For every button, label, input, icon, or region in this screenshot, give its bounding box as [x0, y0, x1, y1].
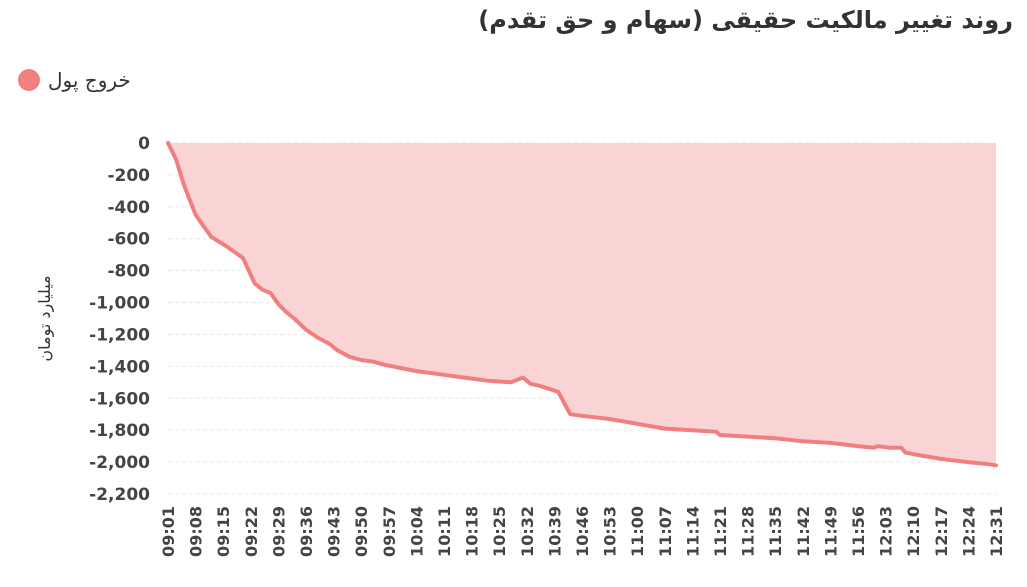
x-tick-label: 10:46 — [573, 506, 592, 557]
x-tick-label: 09:15 — [214, 506, 233, 557]
x-tick-label: 11:42 — [794, 506, 813, 557]
x-tick-label: 10:39 — [545, 506, 564, 557]
y-tick-label: 0 — [138, 134, 150, 154]
x-tick-label: 11:07 — [656, 506, 675, 557]
x-tick-label: 11:49 — [821, 506, 840, 557]
y-tick-label: -1,800 — [89, 421, 150, 441]
y-tick-label: -1,400 — [89, 357, 150, 377]
y-tick-label: -2,000 — [89, 453, 150, 473]
x-tick-label: 11:21 — [711, 506, 730, 557]
legend-marker-icon — [18, 69, 40, 91]
chart-title: روند تغییر مالکیت حقیقی (سهام و حق تقدم) — [478, 6, 1013, 34]
x-tick-label: 10:04 — [407, 506, 426, 557]
x-tick-label: 10:18 — [463, 506, 482, 557]
x-tick-label: 10:11 — [435, 506, 454, 557]
legend-label: خروج پول — [48, 68, 131, 92]
x-tick-label: 11:28 — [739, 506, 758, 557]
y-tick-label: -2,200 — [89, 485, 150, 505]
x-tick-label: 09:08 — [187, 506, 206, 557]
y-tick-label: -1,200 — [89, 325, 150, 345]
y-tick-label: -800 — [107, 262, 150, 282]
x-tick-label: 10:53 — [601, 506, 620, 557]
y-axis-ticks: 0 -200 -400 -600 -800 -1,000 -1,200 -1,400 -1,60… — [89, 134, 150, 505]
x-tick-label: 09:01 — [159, 506, 178, 557]
series-line — [166, 141, 998, 468]
x-tick-label: 09:22 — [242, 506, 261, 557]
y-tick-label: -200 — [107, 166, 150, 186]
y-tick-label: -1,000 — [89, 294, 150, 314]
x-axis-ticks: 09:01 09:08 09:15 09:22 09:29 09:36 09:43 09:50… — [159, 506, 1006, 557]
legend[interactable]: خروج پول — [18, 68, 131, 92]
x-tick-label: 09:57 — [380, 506, 399, 557]
x-tick-label: 12:17 — [932, 506, 951, 557]
y-axis-label: میلیارد تومان — [35, 275, 55, 361]
x-tick-label: 09:43 — [325, 506, 344, 557]
x-tick-label: 11:14 — [683, 506, 702, 557]
x-tick-label: 11:00 — [628, 506, 647, 557]
x-tick-label: 09:50 — [352, 506, 371, 557]
x-tick-label: 12:24 — [959, 506, 978, 557]
x-tick-label: 12:31 — [987, 506, 1006, 557]
x-tick-label: 12:03 — [877, 506, 896, 557]
x-tick-label: 10:25 — [490, 506, 509, 557]
x-tick-label: 11:35 — [766, 506, 785, 557]
x-tick-label: 09:29 — [269, 506, 288, 557]
series-area-fill — [168, 143, 996, 466]
y-tick-label: -400 — [107, 198, 150, 218]
y-tick-label: -600 — [107, 230, 150, 250]
x-tick-label: 12:10 — [904, 506, 923, 557]
x-tick-label: 09:36 — [297, 506, 316, 557]
x-tick-label: 10:32 — [518, 506, 537, 557]
x-tick-label: 11:56 — [849, 506, 868, 557]
y-tick-label: -1,600 — [89, 389, 150, 409]
